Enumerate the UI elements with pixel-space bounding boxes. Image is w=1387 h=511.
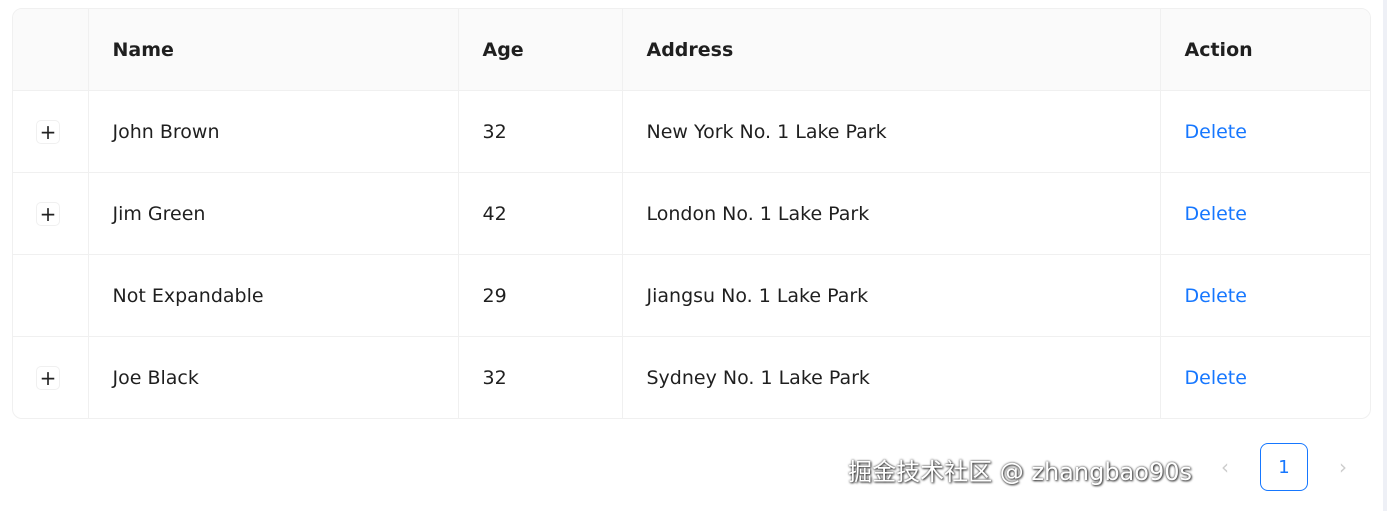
table-row: + John Brown 32 New York No. 1 Lake Park… (13, 90, 1370, 173)
data-table: Name Age Address Action + John Brown 32 … (12, 8, 1371, 419)
age-cell: 29 (458, 254, 623, 337)
name-cell: Joe Black (88, 336, 459, 418)
table-header-row: Name Age Address Action (13, 9, 1370, 91)
delete-link[interactable]: Delete (1184, 366, 1247, 389)
expand-cell: + (13, 90, 89, 173)
page-1-button[interactable]: 1 (1260, 443, 1308, 491)
expand-cell (13, 254, 89, 337)
column-header-expand (13, 9, 89, 91)
address-cell: Jiangsu No. 1 Lake Park (622, 254, 1161, 337)
expand-row-button[interactable]: + (36, 365, 60, 390)
column-header-action: Action (1160, 9, 1370, 91)
column-header-address: Address (622, 9, 1161, 91)
table-row: + Joe Black 32 Sydney No. 1 Lake Park De… (13, 336, 1370, 419)
expand-row-button[interactable]: + (36, 119, 60, 144)
table-row: Not Expandable 29 Jiangsu No. 1 Lake Par… (13, 254, 1370, 337)
watermark: 掘金技术社区 @ zhangbao90s (848, 458, 1192, 486)
column-header-name: Name (88, 9, 459, 91)
action-cell: Delete (1160, 337, 1370, 419)
delete-link[interactable]: Delete (1184, 202, 1247, 225)
prev-page-button[interactable]: ‹ (1221, 455, 1229, 479)
age-cell: 32 (458, 336, 623, 418)
table-row: + Jim Green 42 London No. 1 Lake Park De… (13, 172, 1370, 255)
expand-row-button[interactable]: + (36, 201, 60, 226)
age-cell: 42 (458, 172, 623, 255)
delete-link[interactable]: Delete (1184, 120, 1247, 143)
pagination: ‹ 1 › (1210, 443, 1358, 491)
action-cell: Delete (1160, 254, 1370, 337)
age-cell: 32 (458, 90, 623, 173)
address-cell: Sydney No. 1 Lake Park (622, 336, 1161, 418)
name-cell: Jim Green (88, 172, 459, 255)
name-cell: Not Expandable (88, 254, 459, 337)
column-header-age: Age (458, 9, 623, 91)
action-cell: Delete (1160, 172, 1370, 255)
name-cell: John Brown (88, 90, 459, 173)
expand-cell: + (13, 336, 89, 418)
scrollbar[interactable] (1383, 0, 1387, 511)
action-cell: Delete (1160, 90, 1370, 173)
address-cell: New York No. 1 Lake Park (622, 90, 1161, 173)
address-cell: London No. 1 Lake Park (622, 172, 1161, 255)
expand-cell: + (13, 172, 89, 255)
delete-link[interactable]: Delete (1184, 284, 1247, 307)
next-page-button[interactable]: › (1339, 455, 1347, 479)
